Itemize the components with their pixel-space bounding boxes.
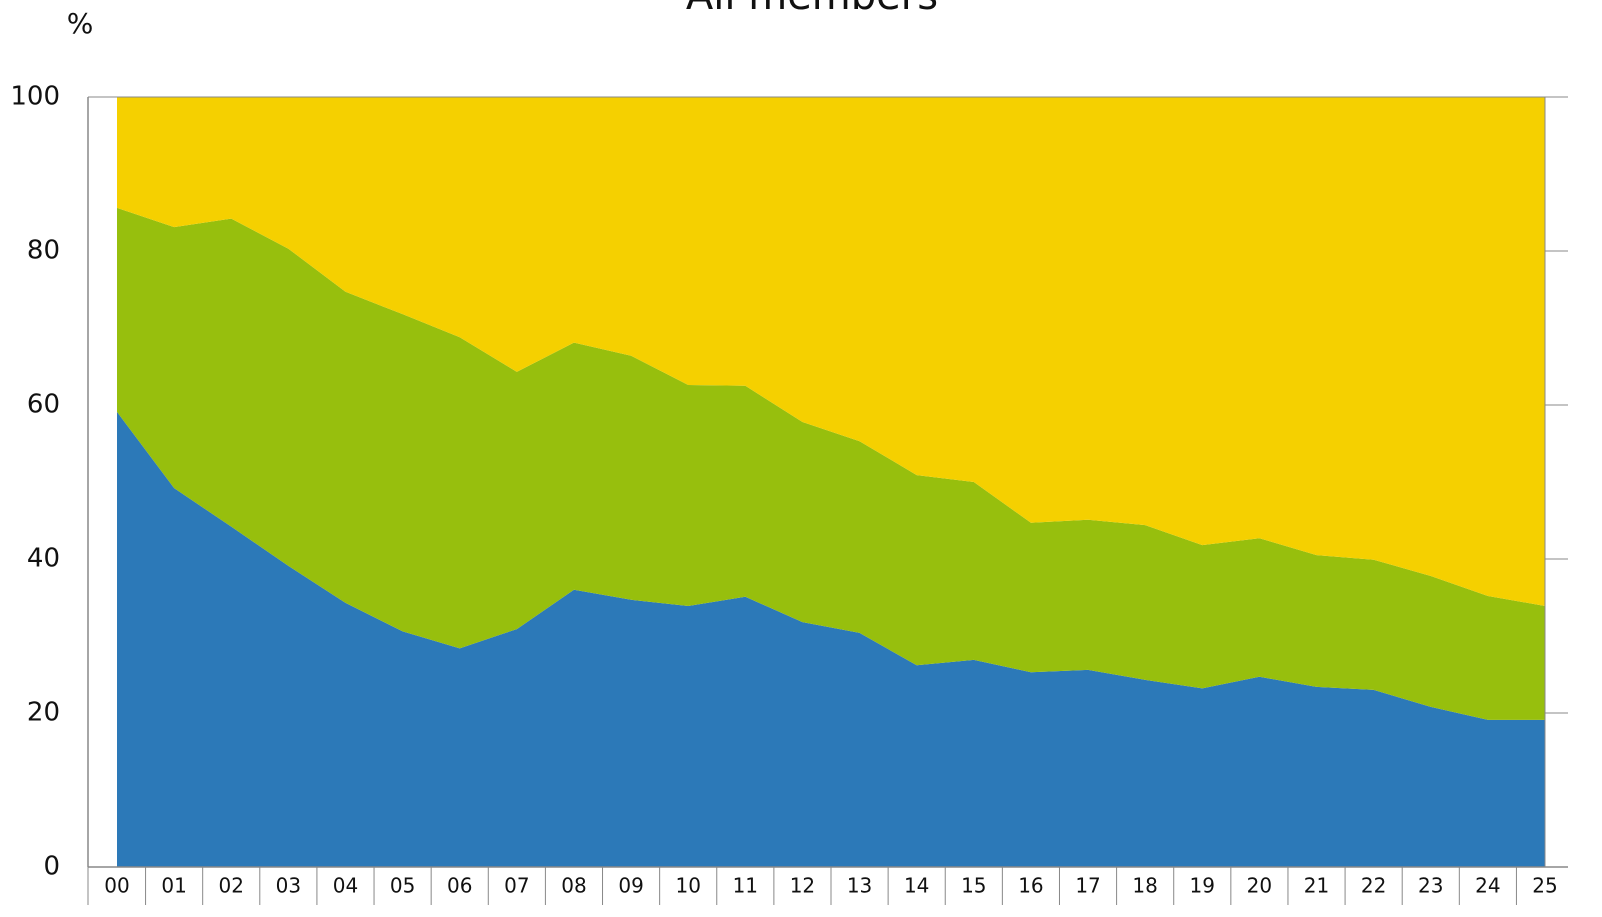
x-tick-label: 13 [847, 874, 872, 898]
x-tick-label: 04 [333, 874, 358, 898]
area [117, 207, 1545, 720]
y-tick-label: 0 [43, 852, 60, 882]
y-tick-label: 20 [27, 698, 60, 728]
y-tick-label: 80 [27, 236, 60, 266]
x-tick-label: 02 [219, 874, 244, 898]
x-tick-label: 03 [276, 874, 301, 898]
x-tick-label: 19 [1190, 874, 1215, 898]
x-tick-label: 15 [961, 874, 986, 898]
x-tick-label: 20 [1247, 874, 1272, 898]
x-tick-label: 14 [904, 874, 929, 898]
x-tick-label: 16 [1018, 874, 1043, 898]
x-tick-label: 09 [618, 874, 643, 898]
x-tick-label: 10 [675, 874, 700, 898]
x-tick-label: 25 [1532, 874, 1557, 898]
x-tick-label: 21 [1304, 874, 1329, 898]
y-tick-label: 60 [27, 390, 60, 420]
area [117, 411, 1545, 867]
y-axis-label: % [67, 7, 94, 40]
x-tick-label: 18 [1132, 874, 1157, 898]
x-tick-label: 12 [790, 874, 815, 898]
x-tick-label: 17 [1075, 874, 1100, 898]
area [117, 97, 1545, 606]
x-tick-label: 06 [447, 874, 472, 898]
x-tick-label: 22 [1361, 874, 1386, 898]
x-tick-label: 24 [1475, 874, 1500, 898]
x-tick-label: 11 [733, 874, 758, 898]
x-tick-label: 07 [504, 874, 529, 898]
y-tick-label: 40 [27, 544, 60, 574]
x-tick-label: 05 [390, 874, 415, 898]
y-tick-label: 100 [10, 82, 60, 112]
x-tick-label: 08 [561, 874, 586, 898]
x-tick-label: 01 [161, 874, 186, 898]
x-tick-label: 23 [1418, 874, 1443, 898]
x-tick-label: 00 [104, 874, 129, 898]
chart-title: All members [686, 0, 938, 19]
